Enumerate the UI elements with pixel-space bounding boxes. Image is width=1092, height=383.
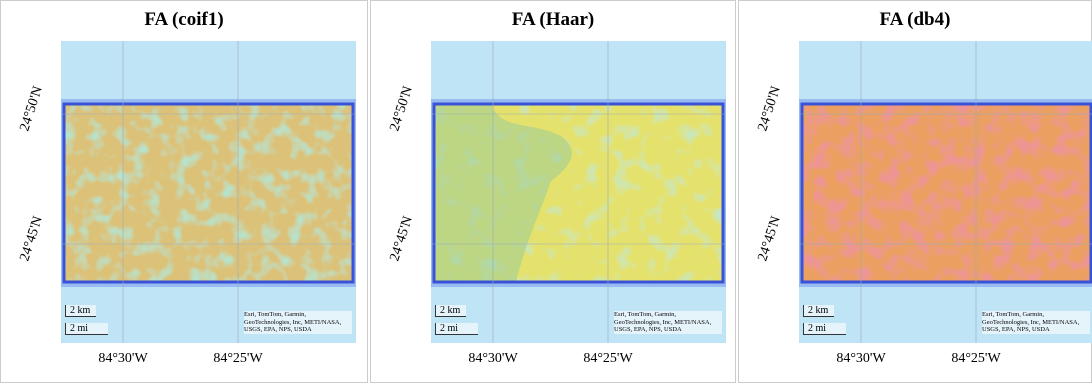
lat-label: 24°50'N (755, 85, 785, 134)
lon-label: 84°30'W (836, 351, 885, 367)
attribution: Esri, TomTom, Garmin, GeoTechnologies, I… (982, 311, 1090, 334)
map (61, 41, 356, 343)
scale-bar: 2 km (435, 305, 466, 317)
map-title: FA (coif1) (1, 9, 367, 31)
scale-bar: 2 mi (803, 323, 846, 335)
map-title: FA (Haar) (371, 9, 735, 31)
attribution: Esri, TomTom, Garmin, GeoTechnologies, I… (614, 311, 722, 334)
lon-label: 84°30'W (468, 351, 517, 367)
lat-label: 24°50'N (17, 85, 47, 134)
scale-bar: 2 km (803, 305, 834, 317)
scale-bar: 2 mi (65, 323, 108, 335)
lat-label: 24°45'N (387, 215, 417, 264)
lat-label: 24°45'N (17, 215, 47, 264)
map-panel: FA (coif1) 24°50'N 24°45'N 84°30'W 84°25'W 2 … (0, 0, 368, 383)
map (431, 41, 726, 343)
scale-bar: 2 km (65, 305, 96, 317)
lon-label: 84°30'W (98, 351, 147, 367)
lon-label: 84°25'W (213, 351, 262, 367)
map-title: FA (db4) (739, 9, 1091, 31)
map-panel: FA (Haar) 24°50'N 24°45'N 84°30'W 84°25'W 2 k… (370, 0, 736, 383)
heatmap (64, 104, 353, 282)
lon-label: 84°25'W (583, 351, 632, 367)
lon-label: 84°25'W (951, 351, 1000, 367)
map-panel: FA (db4) 24°50'N 24°45'N 84°30'W 84°25'W 2 km… (738, 0, 1092, 383)
attribution: Esri, TomTom, Garmin, GeoTechnologies, I… (244, 311, 352, 334)
heatmap (802, 104, 1091, 282)
lat-label: 24°45'N (755, 215, 785, 264)
scale-bar: 2 mi (435, 323, 478, 335)
map (799, 41, 1092, 343)
lat-label: 24°50'N (387, 85, 417, 134)
figure: FA (coif1) 24°50'N 24°45'N 84°30'W 84°25'W 2 … (0, 0, 1092, 383)
